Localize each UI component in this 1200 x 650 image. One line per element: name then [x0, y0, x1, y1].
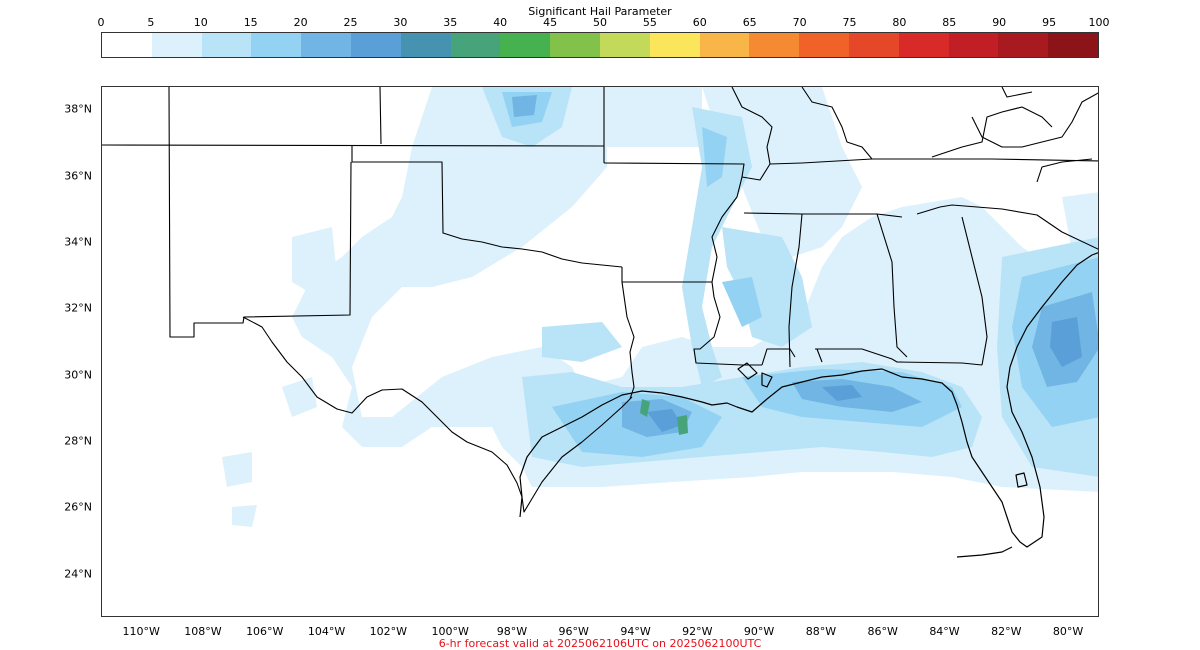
colorbar-tick-label: 70 — [792, 16, 807, 29]
colorbar-swatch — [201, 33, 252, 57]
colorbar-title: Significant Hail Parameter — [528, 5, 672, 18]
field-level-5 — [647, 317, 1082, 432]
longitude-label: 92°W — [682, 625, 713, 638]
colorbar-swatch — [450, 33, 501, 57]
latitude-label: 32°N — [64, 301, 92, 315]
colorbar-tick-label: 90 — [992, 16, 1007, 29]
colorbar-tick-label: 35 — [443, 16, 458, 29]
longitude-label: 98°W — [496, 625, 528, 638]
colorbar-swatch — [848, 33, 899, 57]
colorbar-tick-label: 45 — [543, 16, 558, 29]
colorbar-swatch — [948, 33, 999, 57]
longitude-label: 100°W — [431, 625, 469, 638]
field-level-1 — [222, 87, 1098, 527]
map-panel[interactable] — [101, 86, 1099, 617]
colorbar-swatch — [400, 33, 451, 57]
map-canvas — [102, 87, 1098, 558]
colorbar-tick-label: 20 — [293, 16, 308, 29]
colorbar-tick-label: 25 — [343, 16, 358, 29]
colorbar-tick-label: 40 — [493, 16, 508, 29]
longitude-label: 82°W — [991, 625, 1022, 638]
colorbar-swatch — [799, 33, 849, 57]
latitude-label: 38°N — [64, 102, 92, 116]
colorbar-swatch — [649, 33, 700, 57]
colorbar-swatch — [898, 33, 949, 57]
latitude-label: 30°N — [64, 368, 92, 382]
colorbar-swatch — [998, 33, 1049, 57]
field-level-7 — [640, 399, 688, 435]
colorbar-swatch — [1048, 33, 1098, 57]
colorbar-swatch — [749, 33, 800, 57]
longitude-label: 108°W — [184, 625, 222, 638]
colorbar-tick-label: 85 — [942, 16, 957, 29]
longitude-label: 90°W — [743, 625, 775, 638]
colorbar-tick-label: 30 — [393, 16, 408, 29]
colorbar-tick-label: 10 — [193, 16, 208, 29]
coastline — [519, 252, 1098, 558]
colorbar-tick-label: 65 — [742, 16, 757, 29]
longitude-label: 106°W — [246, 625, 284, 638]
colorbar-tick-label: 75 — [842, 16, 857, 29]
colorbar-swatch — [500, 33, 551, 57]
colorbar-swatch — [301, 33, 351, 57]
colorbar-tick-label: 50 — [593, 16, 607, 29]
forecast-caption: 6-hr forecast valid at 2025062106UTC on … — [438, 637, 762, 650]
colorbar-ticks: 0 5 10 15 20 25 30 35 40 45 50 55 60 65 70 75 80 85 90 95 10… — [0, 16, 1200, 30]
colorbar-swatch — [550, 33, 600, 57]
colorbar-tick-label: 80 — [892, 16, 907, 29]
colorbar-tick-label: 100 — [1088, 16, 1110, 29]
latitude-label: 34°N — [64, 235, 92, 249]
colorbar-swatch — [151, 33, 202, 57]
colorbar-swatch — [350, 33, 401, 57]
longitude-label: 84°W — [929, 625, 960, 638]
state-boundaries — [102, 87, 1098, 513]
longitude-label: 86°W — [867, 625, 898, 638]
colorbar-swatch — [251, 33, 302, 57]
colorbar-swatch — [102, 33, 152, 57]
longitude-label: 110°W — [122, 625, 160, 638]
colorbar-tick-label: 5 — [147, 16, 155, 29]
colorbar-tick-label: 15 — [243, 16, 258, 29]
longitude-label: 102°W — [369, 625, 408, 638]
colorbar-swatch — [699, 33, 750, 57]
latitude-label: 26°N — [64, 500, 92, 514]
colorbar-tick-label: 0 — [97, 16, 105, 29]
longitude-label: 96°W — [558, 625, 589, 638]
colorbar-tick-label: 60 — [692, 16, 707, 29]
longitude-label: 104°W — [307, 625, 346, 638]
latitude-label: 24°N — [64, 567, 92, 581]
longitude-label: 80°W — [1052, 625, 1084, 638]
longitude-label: 94°W — [620, 625, 651, 638]
latitude-label: 36°N — [64, 169, 92, 183]
colorbar-tick-label: 95 — [1042, 16, 1057, 29]
latitude-label: 28°N — [64, 434, 92, 448]
colorbar-swatch — [599, 33, 650, 57]
longitude-label: 88°W — [805, 625, 837, 638]
colorbar-tick-label: 55 — [642, 16, 657, 29]
colorbar — [101, 32, 1099, 58]
